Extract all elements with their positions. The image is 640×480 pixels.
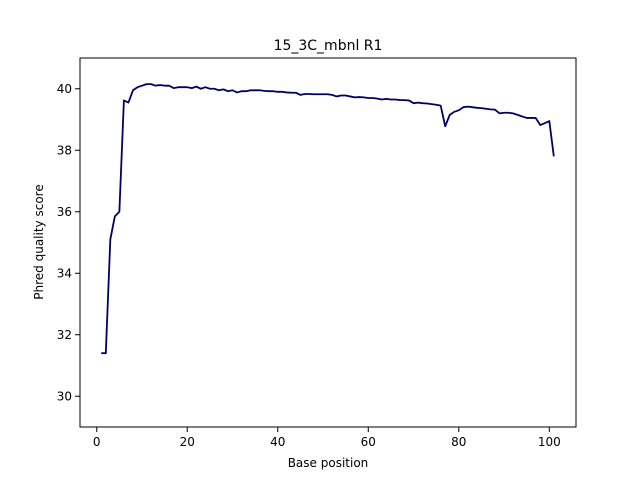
x-tick-label: 0 xyxy=(93,435,101,449)
x-tick-label: 80 xyxy=(451,435,466,449)
chart-title: 15_3C_mbnl R1 xyxy=(274,38,383,54)
x-tick-label: 20 xyxy=(180,435,195,449)
y-tick-label: 36 xyxy=(57,205,72,219)
y-tick-label: 30 xyxy=(57,389,72,403)
x-tick-label: 60 xyxy=(361,435,376,449)
plot-frame xyxy=(79,57,577,428)
x-tick-label: 40 xyxy=(270,435,285,449)
plot-area-background xyxy=(80,58,576,427)
y-tick-label: 40 xyxy=(57,82,72,96)
x-axis-label: Base position xyxy=(288,456,369,470)
quality-score-line xyxy=(101,83,555,355)
y-axis-label: Phred quality score xyxy=(32,184,46,299)
x-axis-ticks: 0 20 40 60 80 100 xyxy=(93,427,561,449)
y-axis-ticks: 30 32 34 36 38 40 xyxy=(57,82,80,403)
y-tick-label: 32 xyxy=(57,328,72,342)
x-tick-label: 100 xyxy=(538,435,561,449)
y-tick-label: 34 xyxy=(57,266,72,280)
y-tick-label: 38 xyxy=(57,143,72,157)
